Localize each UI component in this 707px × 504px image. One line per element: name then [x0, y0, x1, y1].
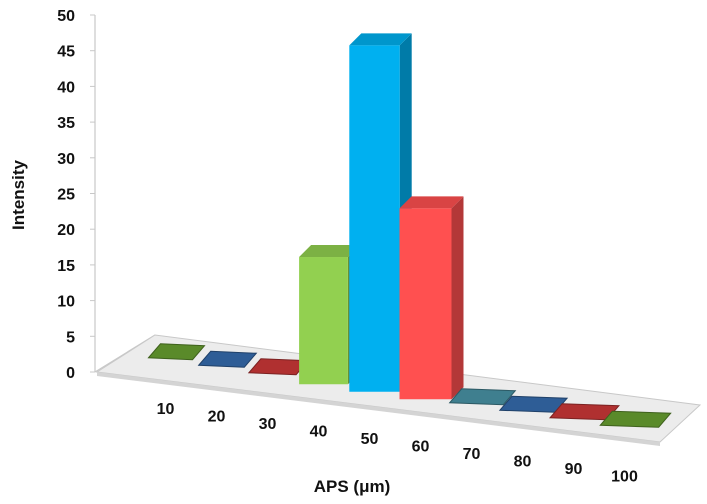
x-tick-label: 80: [514, 453, 532, 470]
y-tick-label: 35: [57, 115, 75, 132]
y-tick-label: 0: [66, 365, 75, 382]
y-tick-label: 30: [57, 151, 75, 168]
x-tick-label: 50: [361, 431, 379, 448]
y-tick-label: 10: [57, 294, 75, 311]
x-tick-label: 90: [565, 461, 583, 478]
bar: [498, 395, 569, 413]
bar: [197, 350, 258, 368]
bar-front: [399, 208, 452, 400]
bars: [147, 33, 672, 428]
labels: 0 5 10 15 20 25 30 35 40 45 50 10 20 30 40 50 60 70 80 90 10…: [57, 8, 638, 485]
bar-tile: [549, 403, 620, 421]
x-axis-title: APS (μm): [314, 477, 391, 496]
x-tick-label: 70: [463, 446, 481, 463]
x-tick-label: 20: [208, 408, 226, 425]
y-tick-label: 5: [66, 329, 75, 346]
x-tick-label: 30: [259, 416, 277, 433]
bar-top: [299, 245, 360, 258]
floor-edge: [97, 372, 660, 446]
bar-front: [349, 45, 400, 392]
y-tick-label: 50: [57, 8, 75, 25]
x-tick-label: 60: [412, 438, 430, 455]
bar-side: [451, 196, 464, 400]
bar-tile: [147, 343, 206, 361]
bar-top: [399, 196, 464, 209]
y-tick-label: 20: [57, 222, 75, 239]
y-tick-label: 15: [57, 258, 75, 275]
bar-tile: [599, 410, 672, 428]
bar: [147, 343, 206, 361]
bar: [599, 410, 672, 428]
bar: [448, 388, 517, 406]
bar-tile: [197, 350, 258, 368]
bar-front: [299, 257, 348, 385]
bar-tile: [448, 388, 517, 406]
x-tick-label: 100: [611, 468, 638, 485]
x-tick-label: 40: [310, 423, 328, 440]
x-tick-label: 10: [157, 401, 175, 418]
y-tick-label: 25: [57, 187, 75, 204]
bar-top: [349, 33, 412, 46]
bar-tile: [498, 395, 569, 413]
bar: [549, 403, 620, 421]
bar: [399, 196, 464, 400]
axes: [90, 14, 156, 373]
y-tick-label: 45: [57, 44, 75, 61]
y-axis-title: Intensity: [9, 160, 28, 230]
y-tick-label: 40: [57, 79, 75, 96]
